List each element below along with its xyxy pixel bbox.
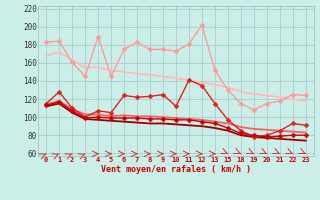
X-axis label: Vent moyen/en rafales ( km/h ): Vent moyen/en rafales ( km/h ): [101, 165, 251, 174]
